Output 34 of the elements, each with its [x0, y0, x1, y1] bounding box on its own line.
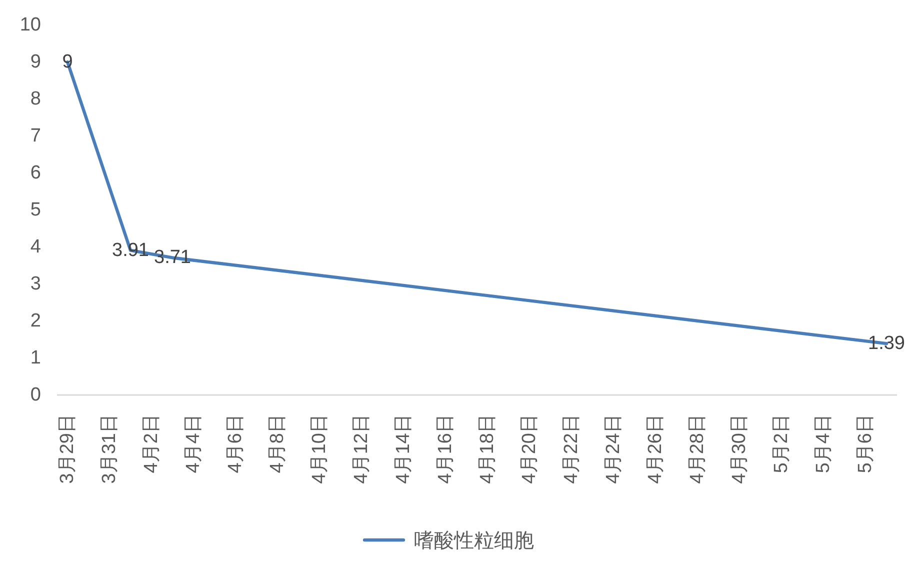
- x-tick-label: 5月4日: [813, 414, 834, 474]
- y-tick-label: 1: [30, 348, 41, 368]
- legend-label: 嗜酸性粒细胞: [414, 528, 534, 554]
- x-tick-label: 4月28日: [687, 414, 708, 484]
- x-tick-label: 4月16日: [435, 414, 456, 484]
- x-tick-label: 4月20日: [519, 414, 540, 484]
- y-tick-label: 6: [30, 162, 41, 184]
- x-tick-label: 3月31日: [99, 414, 120, 484]
- x-tick-label: 4月8日: [267, 414, 288, 474]
- y-tick-label: 3: [30, 274, 41, 294]
- y-tick-label: 8: [30, 88, 41, 110]
- x-tick-label: 4月24日: [603, 414, 624, 484]
- x-tick-label: 4月4日: [183, 414, 204, 474]
- y-tick-label: 9: [30, 52, 41, 72]
- x-tick-label: 4月26日: [645, 414, 666, 484]
- y-tick-label: 10: [20, 14, 41, 36]
- x-tick-label: 4月18日: [477, 414, 498, 484]
- x-tick-label: 5月6日: [855, 414, 876, 474]
- data-label: 9: [62, 52, 73, 72]
- y-tick-label: 7: [30, 126, 41, 146]
- x-tick-label: 4月6日: [225, 414, 246, 474]
- x-tick-label: 5月2日: [771, 414, 792, 474]
- x-tick-label: 3月29日: [57, 414, 78, 484]
- y-tick-label: 2: [30, 310, 41, 332]
- y-tick-label: 5: [30, 200, 41, 220]
- x-tick-label: 4月22日: [561, 414, 582, 484]
- y-tick-label: 4: [30, 236, 42, 258]
- y-tick-label: 0: [30, 384, 41, 406]
- x-tick-label: 4月12日: [351, 414, 372, 484]
- x-tick-label: 4月10日: [309, 414, 330, 484]
- x-tick-label: 4月30日: [729, 414, 750, 484]
- x-tick-label: 4月14日: [393, 414, 414, 484]
- x-tick-label: 4月2日: [141, 414, 162, 474]
- data-label: 1.39: [868, 333, 905, 354]
